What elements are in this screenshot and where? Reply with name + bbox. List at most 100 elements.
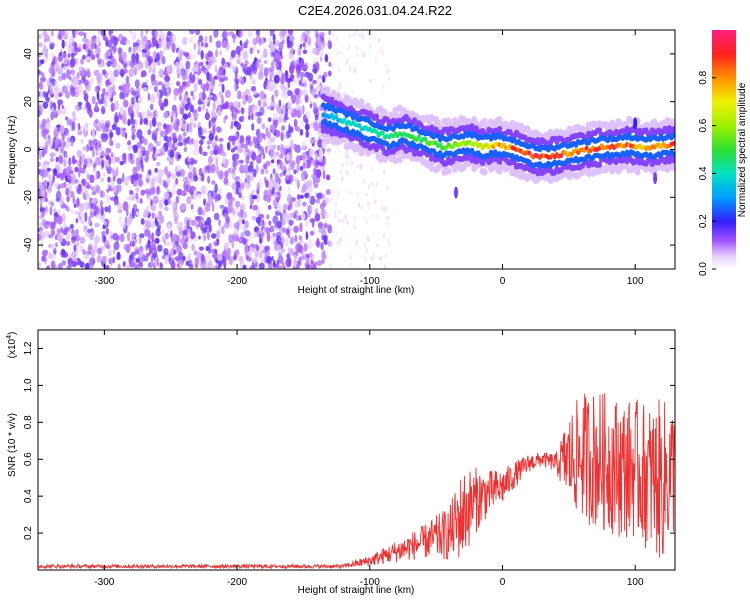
spectrogram-noise-cell bbox=[233, 230, 239, 237]
spectrogram-noise-cell bbox=[62, 58, 69, 65]
spectrogram-noise-cell bbox=[182, 113, 189, 120]
spectrogram-noise-cell bbox=[208, 259, 212, 267]
spectrogram-noise-cell bbox=[155, 30, 158, 38]
spectrogram-noise-cell bbox=[171, 104, 177, 112]
spectrogram-noise-cell bbox=[284, 86, 289, 92]
spectrogram-y-label: Frequency (Hz) bbox=[7, 116, 18, 185]
spectrogram-noise-cell bbox=[227, 204, 234, 214]
spectrogram-noise-cell bbox=[265, 145, 268, 154]
spectrogram-noise-cell bbox=[48, 252, 53, 260]
spectrogram-noise-cell bbox=[50, 93, 54, 98]
spectrogram-noise-cell bbox=[156, 257, 160, 267]
spectrogram-noise-cell bbox=[151, 232, 155, 242]
spectrogram-noise-cell bbox=[146, 50, 151, 56]
spectrogram-noise-cell bbox=[294, 253, 297, 261]
spectrogram-noise-cell bbox=[265, 169, 269, 175]
spectrogram-noise-cell bbox=[76, 242, 79, 247]
spectrogram-noise-cell bbox=[150, 221, 156, 228]
spectrogram-ridge-cell bbox=[445, 167, 452, 175]
spectrogram-noise-cell bbox=[287, 89, 292, 97]
spectrogram-noise-cell bbox=[329, 244, 333, 250]
spectrogram-noise-cell bbox=[89, 210, 95, 218]
spectrogram-noise-cell bbox=[234, 222, 240, 229]
spectrogram-noise-cell bbox=[130, 159, 135, 165]
spectrogram-ridge-cells bbox=[320, 86, 675, 199]
spectrogram-noise-cell bbox=[279, 61, 282, 71]
spectrogram-noise-cell bbox=[294, 234, 298, 243]
spectrogram-noise-cell bbox=[141, 111, 146, 120]
spectrogram-noise-cell bbox=[367, 204, 370, 210]
spectrogram-noise-cell bbox=[201, 209, 205, 216]
spectrogram-noise-cell bbox=[224, 89, 231, 99]
spectrogram-noise-cell bbox=[119, 106, 124, 115]
spectrogram-noise-cell bbox=[386, 185, 389, 191]
spectrogram-noise-cell bbox=[187, 174, 193, 179]
spectrogram-noise-cell bbox=[227, 167, 232, 174]
spectrogram-noise-cell bbox=[53, 126, 59, 131]
spectrogram-noise-cell bbox=[139, 173, 143, 179]
spectrogram-noise-cell bbox=[54, 90, 59, 100]
spectrogram-noise-cell bbox=[229, 220, 233, 230]
spectrogram-noise-cell bbox=[209, 35, 213, 43]
spectrogram-noise-cell bbox=[330, 239, 334, 244]
spectrogram-noise-cell bbox=[179, 93, 182, 102]
spectrogram-ridge-cell bbox=[445, 117, 452, 125]
spectrogram-noise-cell bbox=[54, 80, 59, 88]
spectrogram-noise-cell bbox=[212, 58, 217, 64]
spectrogram-noise-cell bbox=[174, 256, 181, 261]
spectrogram-noise-cell bbox=[146, 109, 151, 119]
spectrogram-noise-cell bbox=[302, 171, 307, 179]
spectrogram-noise-cell bbox=[164, 199, 169, 206]
spectrogram-noise-cell bbox=[335, 230, 338, 236]
spectrogram-noise-cell bbox=[374, 56, 377, 62]
spectrogram-noise-cell bbox=[388, 242, 391, 248]
spectrogram-noise-cell bbox=[122, 261, 126, 267]
spectrogram-noise-cell bbox=[381, 50, 384, 56]
spectrogram-noise-cell bbox=[210, 163, 216, 174]
spectrogram-noise-cell bbox=[258, 262, 265, 269]
spectrogram-ridge-cell bbox=[634, 168, 641, 176]
spectrogram-noise-cell bbox=[252, 257, 258, 264]
spectrogram-noise-cell bbox=[274, 52, 281, 61]
spectrogram-noise-cell bbox=[240, 141, 244, 148]
spectrogram-noise-cell bbox=[149, 85, 154, 90]
spectrogram-noise-cell bbox=[253, 230, 257, 239]
spectrogram-noise-cell bbox=[328, 70, 332, 77]
spectrogram-noise-cell bbox=[205, 245, 210, 252]
spectrogram-noise-cell bbox=[123, 63, 128, 70]
spectrogram-noise-cell bbox=[176, 81, 181, 87]
spectrogram-noise-cell bbox=[158, 135, 163, 145]
spectrogram-noise-cell bbox=[166, 64, 171, 74]
spectrogram-noise-cell bbox=[42, 218, 46, 228]
spectrogram-noise-cell bbox=[236, 54, 241, 63]
spectrogram-noise-cell bbox=[315, 160, 321, 166]
spectrogram-noise-cell bbox=[94, 222, 100, 228]
spectrogram-noise-cell bbox=[66, 240, 71, 246]
spectrogram-noise-cell bbox=[155, 127, 159, 132]
spectrogram-noise-cell bbox=[38, 233, 41, 242]
spectrogram-noise-cell bbox=[223, 177, 229, 185]
spectrogram-noise-cell bbox=[61, 72, 67, 81]
spectrogram-noise-cell bbox=[322, 169, 326, 180]
spectrogram-noise-cell bbox=[38, 262, 41, 268]
spectrogram-noise-cell bbox=[212, 77, 215, 87]
spectrogram-noise-cell bbox=[274, 172, 279, 183]
spectrogram-noise-cell bbox=[245, 39, 249, 45]
spectrogram-noise-cell bbox=[89, 231, 94, 241]
spectrogram-noise-cell bbox=[102, 33, 107, 41]
spectrogram-noise-cell bbox=[219, 49, 222, 56]
spectrogram-noise-cell bbox=[168, 160, 174, 166]
spectrogram-noise-cell bbox=[136, 141, 142, 149]
spectrogram-noise-cell bbox=[365, 219, 369, 225]
colorbar-tick-label: 0.2 bbox=[698, 214, 709, 228]
spectrogram-noise-cell bbox=[83, 93, 89, 102]
spectrogram-y-tick-label: 40 bbox=[23, 48, 34, 60]
spectrogram-noise-cell bbox=[286, 194, 292, 204]
spectrogram-noise-cell bbox=[172, 243, 177, 249]
spectrogram-noise-cell bbox=[189, 72, 193, 81]
spectrogram-noise-cell bbox=[94, 85, 99, 93]
spectrogram-noise-cell bbox=[382, 84, 385, 90]
spectrogram-noise-cell bbox=[132, 110, 135, 119]
spectrogram-noise-cell bbox=[192, 74, 196, 83]
spectrogram-noise-cell bbox=[352, 160, 355, 166]
